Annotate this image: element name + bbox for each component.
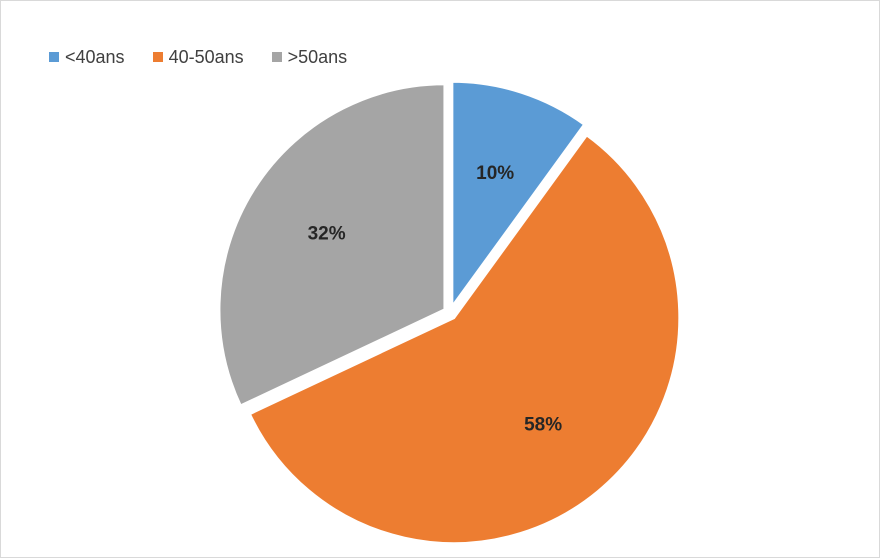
slice-value-label: 32% <box>308 224 346 245</box>
slice-over-50 <box>217 82 447 409</box>
legend-swatch <box>49 52 59 62</box>
legend-swatch <box>152 52 163 62</box>
legend-label: <40ans <box>65 46 125 67</box>
legend-swatch <box>271 52 282 62</box>
legend-label: 40-50ans <box>168 46 244 67</box>
legend-label: >50ans <box>287 46 348 67</box>
legend: <40ans 40-50ans >50ans <box>49 46 347 68</box>
legend-item-under-40: <40ans <box>49 47 125 68</box>
legend-item-40-50: 40-50ans <box>152 46 244 68</box>
legend-item-over-50: >50ans <box>271 46 348 68</box>
slice-value-label: 58% <box>524 415 562 436</box>
slice-under-40 <box>450 79 587 312</box>
slice-40-50 <box>247 132 682 546</box>
slice-value-label: 10% <box>476 163 514 184</box>
